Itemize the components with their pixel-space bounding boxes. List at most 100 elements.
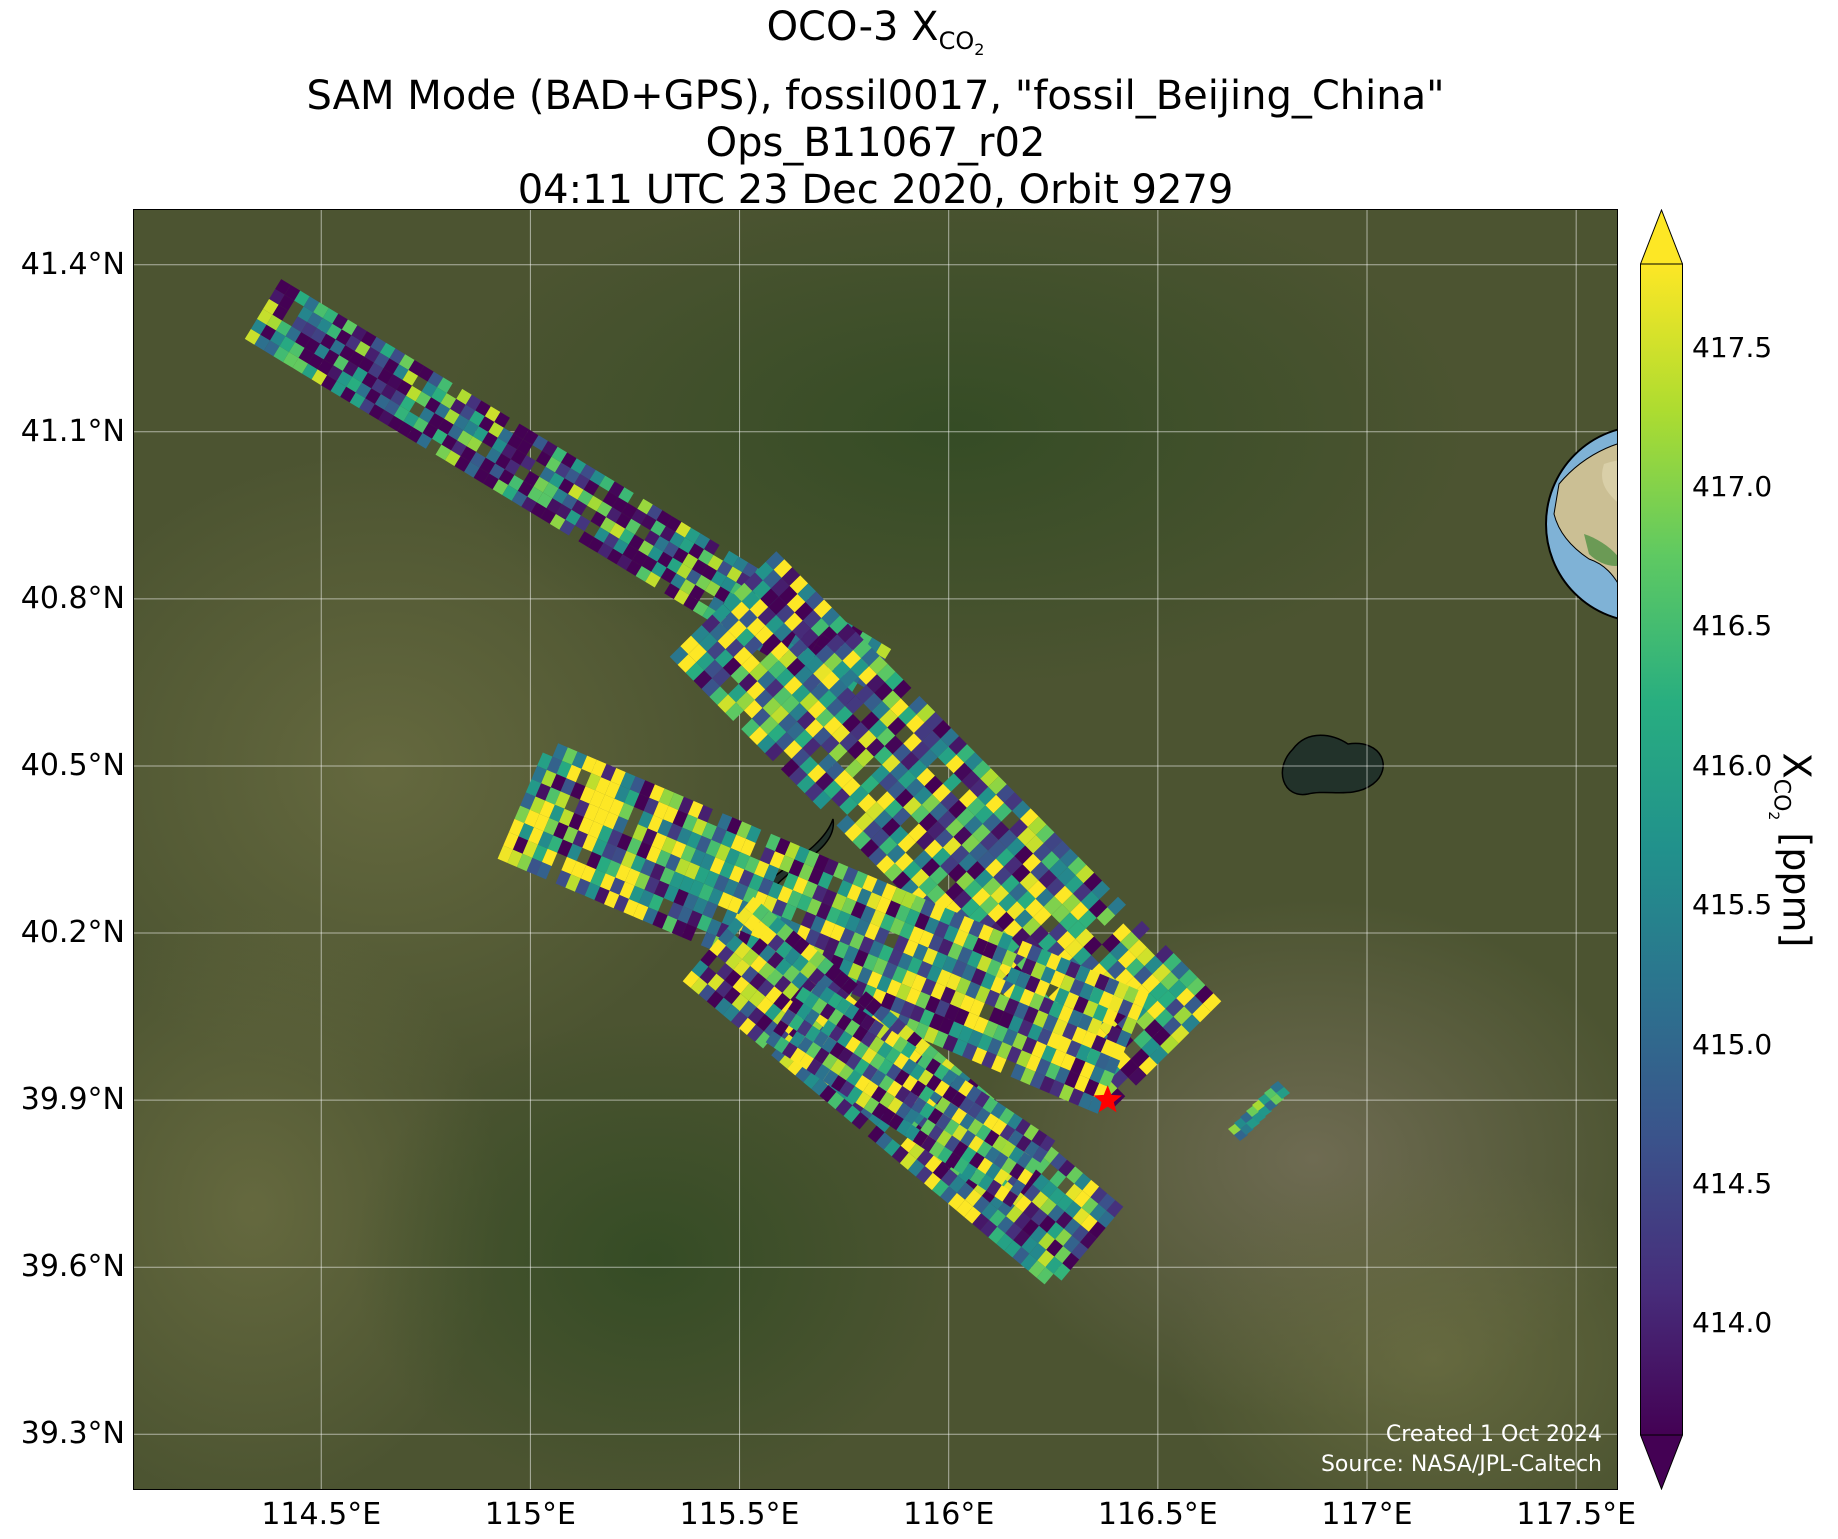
sounding-cell	[738, 609, 758, 629]
sounding-cell	[948, 863, 967, 883]
sounding-cell	[802, 880, 818, 899]
sounding-cell	[431, 387, 447, 404]
sounding-cell	[419, 407, 435, 423]
sounding-cell	[922, 947, 938, 966]
sounding-cell	[945, 1152, 961, 1169]
sounding-cell	[891, 1145, 909, 1164]
sounding-cell	[889, 762, 909, 781]
sounding-cell	[704, 659, 723, 679]
sounding-cell	[765, 833, 781, 852]
sounding-cell	[920, 1119, 936, 1136]
sounding-cell	[765, 678, 784, 698]
sounding-cell	[821, 607, 840, 627]
sounding-cell	[619, 881, 635, 899]
sounding-cell	[787, 890, 803, 908]
sounding-cell	[767, 724, 787, 743]
sounding-cell	[896, 1119, 912, 1136]
lat-label: 40.5°N	[20, 747, 125, 783]
sounding-cell	[826, 634, 846, 653]
sounding-cell	[536, 862, 552, 880]
sounding-cell	[1075, 1044, 1092, 1062]
sounding-cell	[1127, 1003, 1143, 1021]
sounding-cell	[1002, 1190, 1019, 1208]
sounding-cell	[945, 754, 965, 774]
sounding-cell	[1128, 939, 1148, 959]
sounding-cell	[1054, 987, 1070, 1006]
sounding-cell	[1057, 867, 1076, 886]
sounding-cell	[977, 1033, 993, 1052]
sounding-cell	[1035, 1058, 1051, 1076]
sounding-cell	[1141, 974, 1161, 993]
sounding-cell	[906, 714, 925, 734]
sounding-cell	[935, 1096, 951, 1114]
sounding-cell	[814, 1064, 831, 1081]
sounding-cell	[976, 1141, 993, 1158]
sounding-cell	[815, 772, 834, 791]
sounding-cell	[664, 583, 680, 600]
sounding-cell	[883, 1139, 901, 1157]
sounding-cell	[851, 1112, 869, 1130]
sounding-cell	[988, 1007, 1004, 1025]
sounding-cell	[877, 1041, 893, 1059]
map-canvas[interactable]	[133, 209, 1618, 1490]
sounding-cell	[335, 329, 352, 346]
sounding-cell	[796, 774, 816, 794]
sounding-cell	[1023, 1124, 1039, 1141]
sounding-cell	[918, 876, 938, 896]
sounding-cell	[1042, 1146, 1059, 1164]
sounding-cell	[971, 1047, 988, 1065]
sounding-cell	[986, 959, 1002, 977]
sounding-cell	[673, 888, 689, 907]
sounding-cell	[1026, 944, 1042, 963]
sounding-cell	[916, 703, 936, 723]
sounding-cell	[1014, 1212, 1031, 1230]
sounding-cell	[1071, 1026, 1088, 1045]
target-star-icon[interactable]	[1093, 1085, 1122, 1113]
sounding-cell	[397, 421, 413, 438]
sounding-cell	[864, 923, 880, 941]
sounding-cell	[984, 1129, 1000, 1147]
sounding-cell	[1050, 970, 1066, 988]
sounding-cell	[926, 884, 946, 904]
sounding-cell	[740, 983, 758, 1001]
sounding-cell	[956, 1182, 974, 1200]
colorbar-tick-label: 416.5	[1692, 609, 1773, 643]
sounding-cell	[813, 1047, 830, 1065]
sounding-cell	[727, 896, 743, 914]
sounding-cell	[884, 863, 903, 882]
sounding-cell	[929, 866, 948, 885]
sounding-cell	[959, 1113, 976, 1130]
sounding-cell	[844, 823, 864, 842]
sounding-cell	[631, 508, 647, 525]
sounding-cell	[1072, 947, 1092, 966]
sounding-cell	[707, 555, 724, 571]
sounding-cell	[758, 962, 776, 980]
sounding-cell	[839, 732, 859, 752]
sounding-cell	[609, 877, 625, 895]
sounding-cell	[550, 774, 567, 792]
sounding-cell	[1024, 1140, 1040, 1158]
sounding-cell	[797, 583, 817, 602]
sounding-cell	[754, 860, 770, 878]
sounding-cell	[956, 1199, 973, 1217]
sounding-cell	[682, 970, 700, 988]
sounding-cell	[508, 818, 525, 837]
sounding-cell	[953, 929, 969, 947]
sounding-cell	[677, 654, 697, 673]
sounding-cell	[621, 850, 637, 869]
sounding-cell	[824, 937, 840, 955]
sounding-cell	[915, 991, 931, 1010]
sounding-cell	[566, 843, 583, 861]
sounding-cell	[815, 708, 835, 727]
sounding-cell	[1106, 1025, 1122, 1044]
sounding-cell	[1163, 953, 1182, 972]
sounding-cell	[1138, 992, 1158, 1012]
sounding-cell	[889, 917, 905, 936]
sounding-cell	[244, 329, 261, 345]
sounding-cell	[687, 910, 703, 928]
sounding-cell	[813, 854, 830, 872]
sounding-cell	[879, 836, 898, 856]
sounding-cell	[702, 901, 718, 919]
sounding-cell	[926, 965, 942, 983]
sounding-cell	[751, 938, 768, 956]
